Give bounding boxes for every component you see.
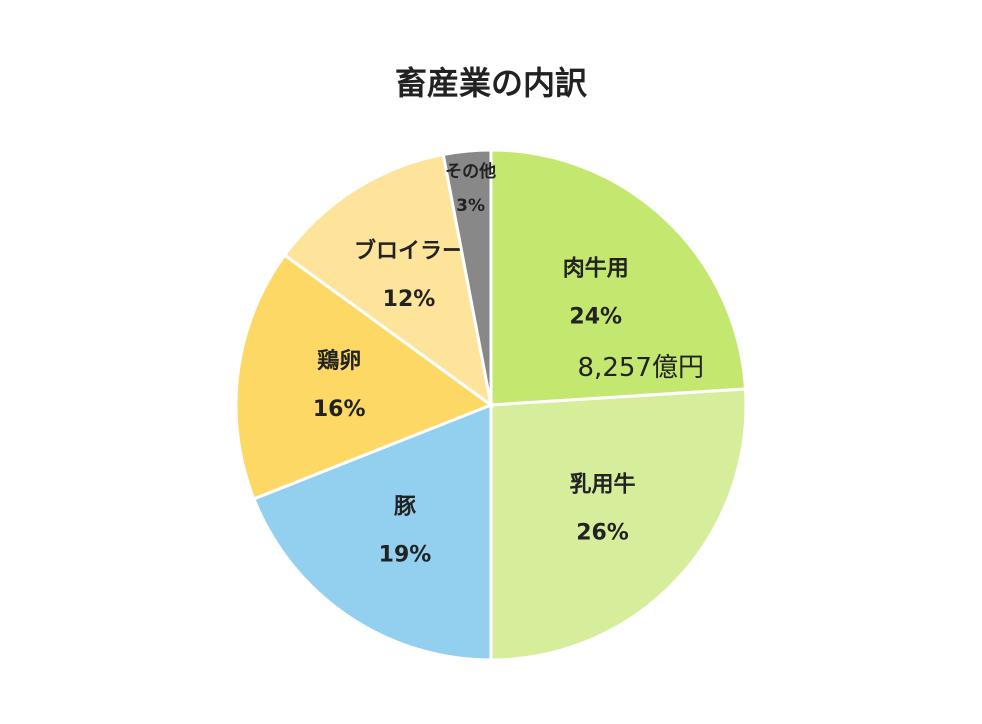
slice-label: 肉牛用 [563,255,629,281]
pie-slice [441,148,493,406]
value-label: 12% [383,287,436,312]
pie-slice [251,402,493,662]
slice-label: 豚 [394,495,416,520]
annotation: 8,257億円 [578,353,704,383]
value-label: 16% [313,397,366,422]
chart-title: 畜産業の内訳 [395,64,588,102]
pie-slice [489,387,748,662]
value-label: 24% [569,304,622,329]
slice-label: 鶏卵 [317,349,361,374]
value-label: 19% [379,543,432,568]
pie-slice [282,152,494,409]
value-label: 26% [576,521,629,546]
pie-slice [234,253,495,501]
slice-label: ブロイラー [354,238,464,264]
slice-label: 乳用牛 [570,472,636,498]
slice-label: その他 [445,161,496,182]
value-label: 3% [456,196,485,216]
pie-slice [489,148,748,407]
